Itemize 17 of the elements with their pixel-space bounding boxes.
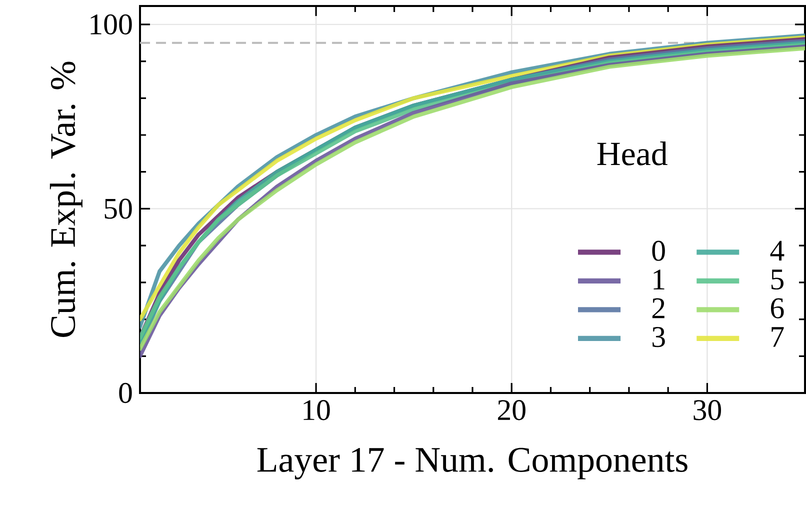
legend-label: 4 [770,240,784,261]
x-tick-label: 10 [304,400,330,420]
legend-label: 1 [654,270,664,290]
legend-label: 5 [771,270,784,290]
legend-label: 2 [652,298,664,318]
y-tick-label: 50 [104,198,132,219]
legend-label: 7 [772,327,784,347]
legend-label: 0 [652,240,665,261]
x-tick-label: 30 [694,400,722,420]
x-axis-title: Layer 17 - Num. Components [257,448,688,480]
legend-label: 3 [652,327,665,348]
y-axis-title: Cum. Expl. Var. % [50,62,82,337]
legend-label: 6 [771,298,784,318]
legend-title: Head [597,142,668,166]
y-tick-label: 100 [90,14,132,34]
x-tick-label: 20 [498,400,526,420]
y-tick-label: 0 [119,382,132,404]
